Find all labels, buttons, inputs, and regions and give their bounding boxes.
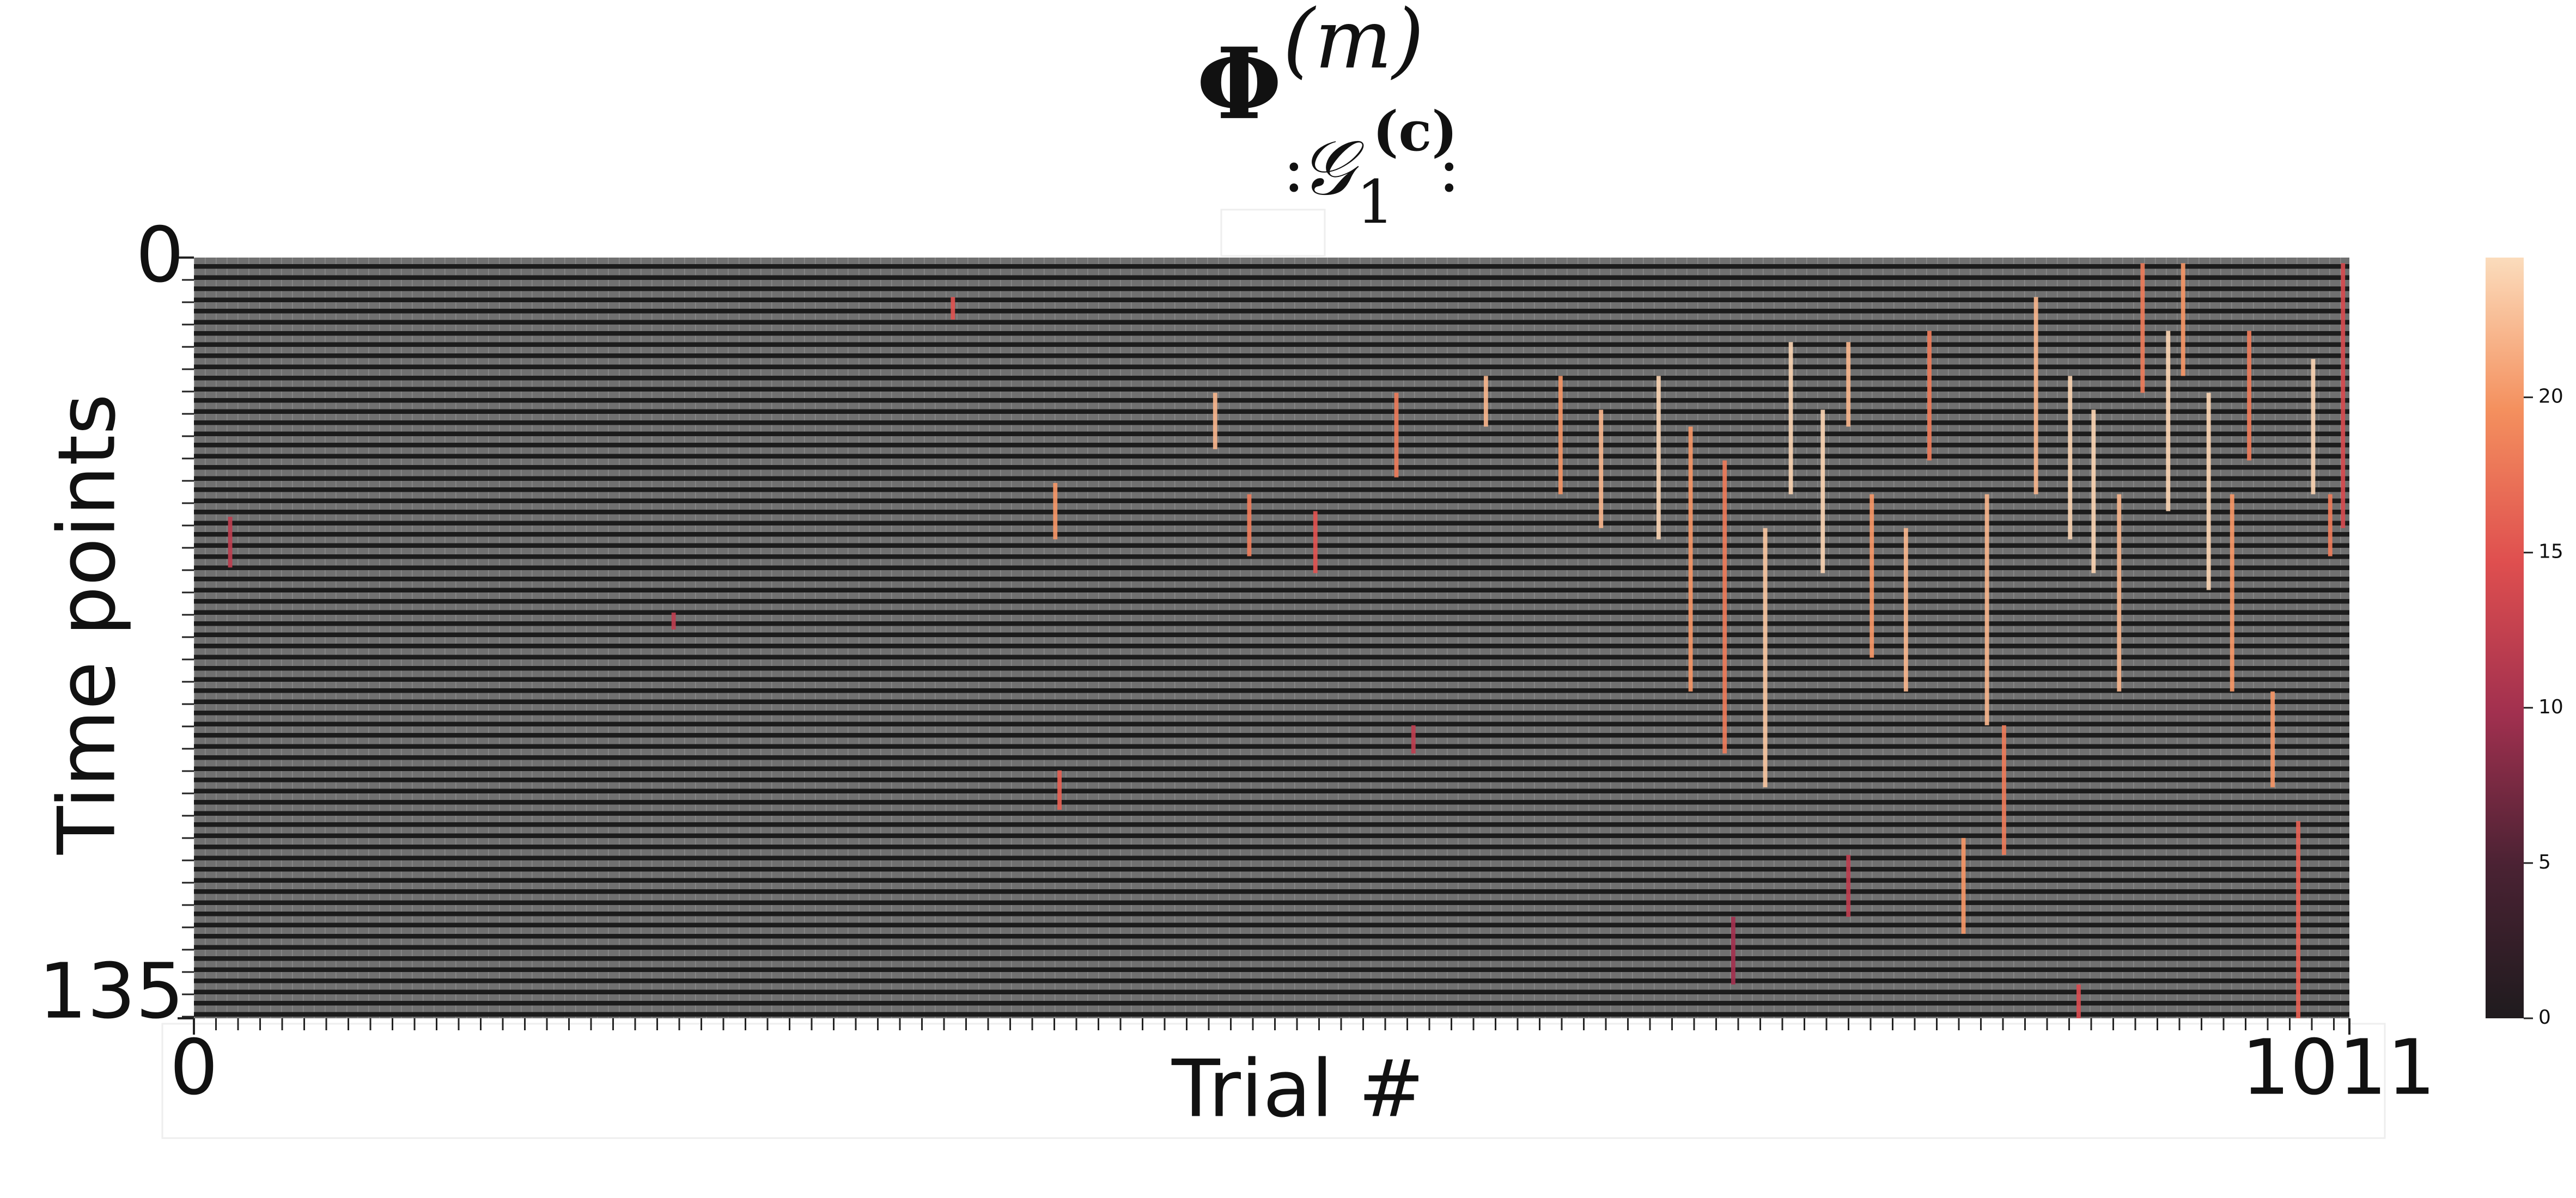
subtitle-post: : [1438,131,1460,207]
heat-cell [2091,409,2096,573]
subtitle-sup: (c) [1373,99,1458,163]
title-base: Φ [1197,27,1282,142]
colorbar [2486,258,2524,1018]
heat-cell [2341,263,2346,528]
heat-cell [1053,482,1058,540]
heat-cell [1599,409,1604,528]
heat-cell [2328,494,2333,557]
y-tick-label: 135 [39,948,184,1036]
title-sup: (m) [1283,0,1424,87]
heat-cell [1763,528,1768,787]
heat-cell [2117,494,2122,692]
heat-cell [951,297,955,320]
heat-cell [1846,854,1851,917]
heat-cell [228,517,233,568]
y-tick-label: 0 [136,211,184,300]
heat-cell [2247,331,2251,461]
heat-cell [1313,511,1318,573]
heat-cell [2230,494,2234,692]
heat-cell [2311,359,2316,494]
heat-cell [1394,393,1399,478]
heat-cell [2181,263,2185,376]
heat-cell [1984,494,1989,725]
heat-cell [1846,342,1851,427]
heat-cell [1057,770,1062,810]
subtitle-pre: : [1283,131,1305,207]
heat-cell [1927,331,1932,461]
colorbar-tick-label: 10 [2538,696,2563,718]
heat-cell [2270,691,2275,787]
heat-cell [1656,376,1661,540]
heat-cell [1247,494,1252,557]
heat-cell [1688,426,1693,692]
heat-cell [1411,725,1416,754]
axis-frame [161,1023,2386,1139]
heat-cell [2076,984,2081,1018]
colorbar-tick-label: 0 [2538,1006,2551,1029]
title-frame [1220,209,1326,257]
heat-cell [1903,528,1908,692]
heat-cell [671,612,676,629]
heat-cell [2068,376,2073,540]
heat-cell [1731,916,1735,985]
heat-cell [2296,821,2300,1018]
heat-cell [2206,393,2211,590]
x-tick-label: 1011 [2242,1024,2435,1113]
heat-cell [1558,376,1563,494]
heat-cell [1869,494,1874,658]
heat-cell [2140,263,2145,393]
colorbar-tick-label: 20 [2538,386,2563,408]
heat-cell [1820,409,1825,573]
x-axis-label: Trial # [1171,1043,1424,1135]
heat-cell [1788,342,1793,494]
heat-cell [2033,297,2038,494]
heat-cell [1483,376,1488,427]
heat-cell [1213,393,1217,449]
heat-cell [1961,838,1966,934]
colorbar-tick-label: 5 [2538,851,2551,873]
heat-cell [1722,460,1727,754]
subtitle-sub: 1 [1356,167,1394,237]
colorbar-tick-label: 15 [2538,541,2563,563]
subtitle-base: 𝒢 [1299,124,1365,213]
x-tick-label: 0 [169,1024,218,1113]
heatmap-background [194,258,2349,1018]
y-axis-label: Time points [41,394,133,855]
heat-cell [2002,725,2006,855]
heat-cell [2166,331,2171,511]
